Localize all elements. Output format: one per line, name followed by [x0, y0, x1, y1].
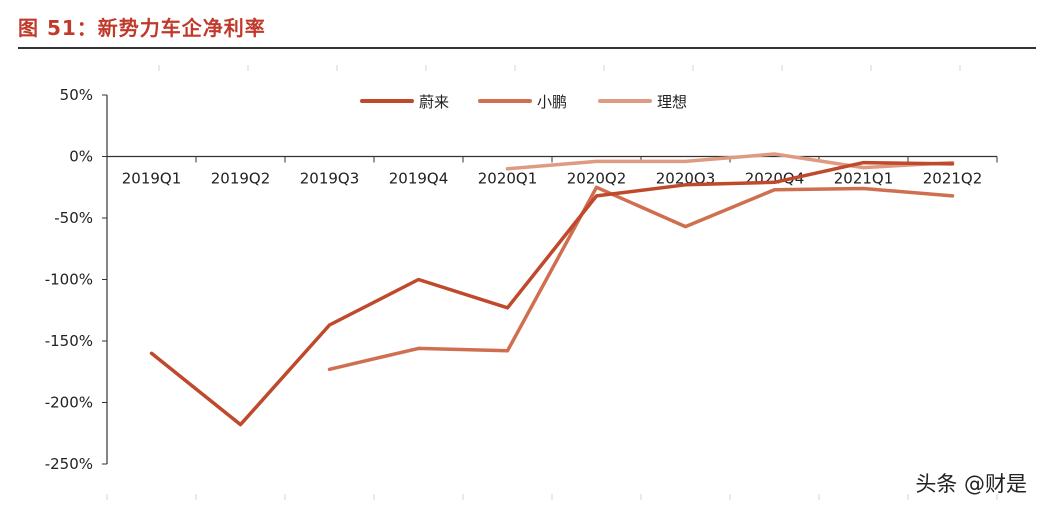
x-tick-label: 2019Q1: [122, 170, 182, 188]
y-tick-label: -100%: [45, 271, 93, 289]
title-underline: [18, 47, 1036, 49]
legend-label: 理想: [657, 93, 687, 111]
x-tick-label: 2021Q1: [834, 170, 894, 188]
axis-ticks: 50% 0% -50% -100% -150% -200% -250% 2019Q1 2019Q…: [45, 65, 998, 500]
x-tick-label: 2019Q2: [211, 170, 271, 188]
legend-label: 小鹏: [537, 93, 567, 111]
legend-label: 蔚来: [419, 93, 449, 111]
x-tick-label: 2019Q3: [300, 170, 360, 188]
series-line-小鹏: [327, 185, 955, 372]
x-tick-label: 2020Q1: [478, 170, 538, 188]
x-tick-label: 2021Q2: [923, 170, 983, 188]
axes: [106, 95, 997, 464]
y-tick-label: -50%: [54, 209, 93, 227]
x-tick-label: 2019Q4: [389, 170, 449, 188]
series-line-理想: [505, 152, 955, 171]
y-tick-label: 0%: [69, 148, 93, 166]
y-tick-label: 50%: [60, 86, 93, 104]
legend: 蔚来 小鹏 理想: [360, 93, 687, 111]
y-tick-label: -200%: [45, 394, 93, 412]
figure-title: 图 51：新势力车企净利率: [18, 16, 266, 40]
y-tick-label: -250%: [45, 455, 93, 473]
x-tick-label: 2020Q2: [567, 170, 627, 188]
watermark: 头条 @财是: [915, 472, 1027, 496]
series-lines: [149, 152, 955, 427]
series-line-蔚来: [149, 160, 955, 427]
y-tick-label: -150%: [45, 332, 93, 350]
